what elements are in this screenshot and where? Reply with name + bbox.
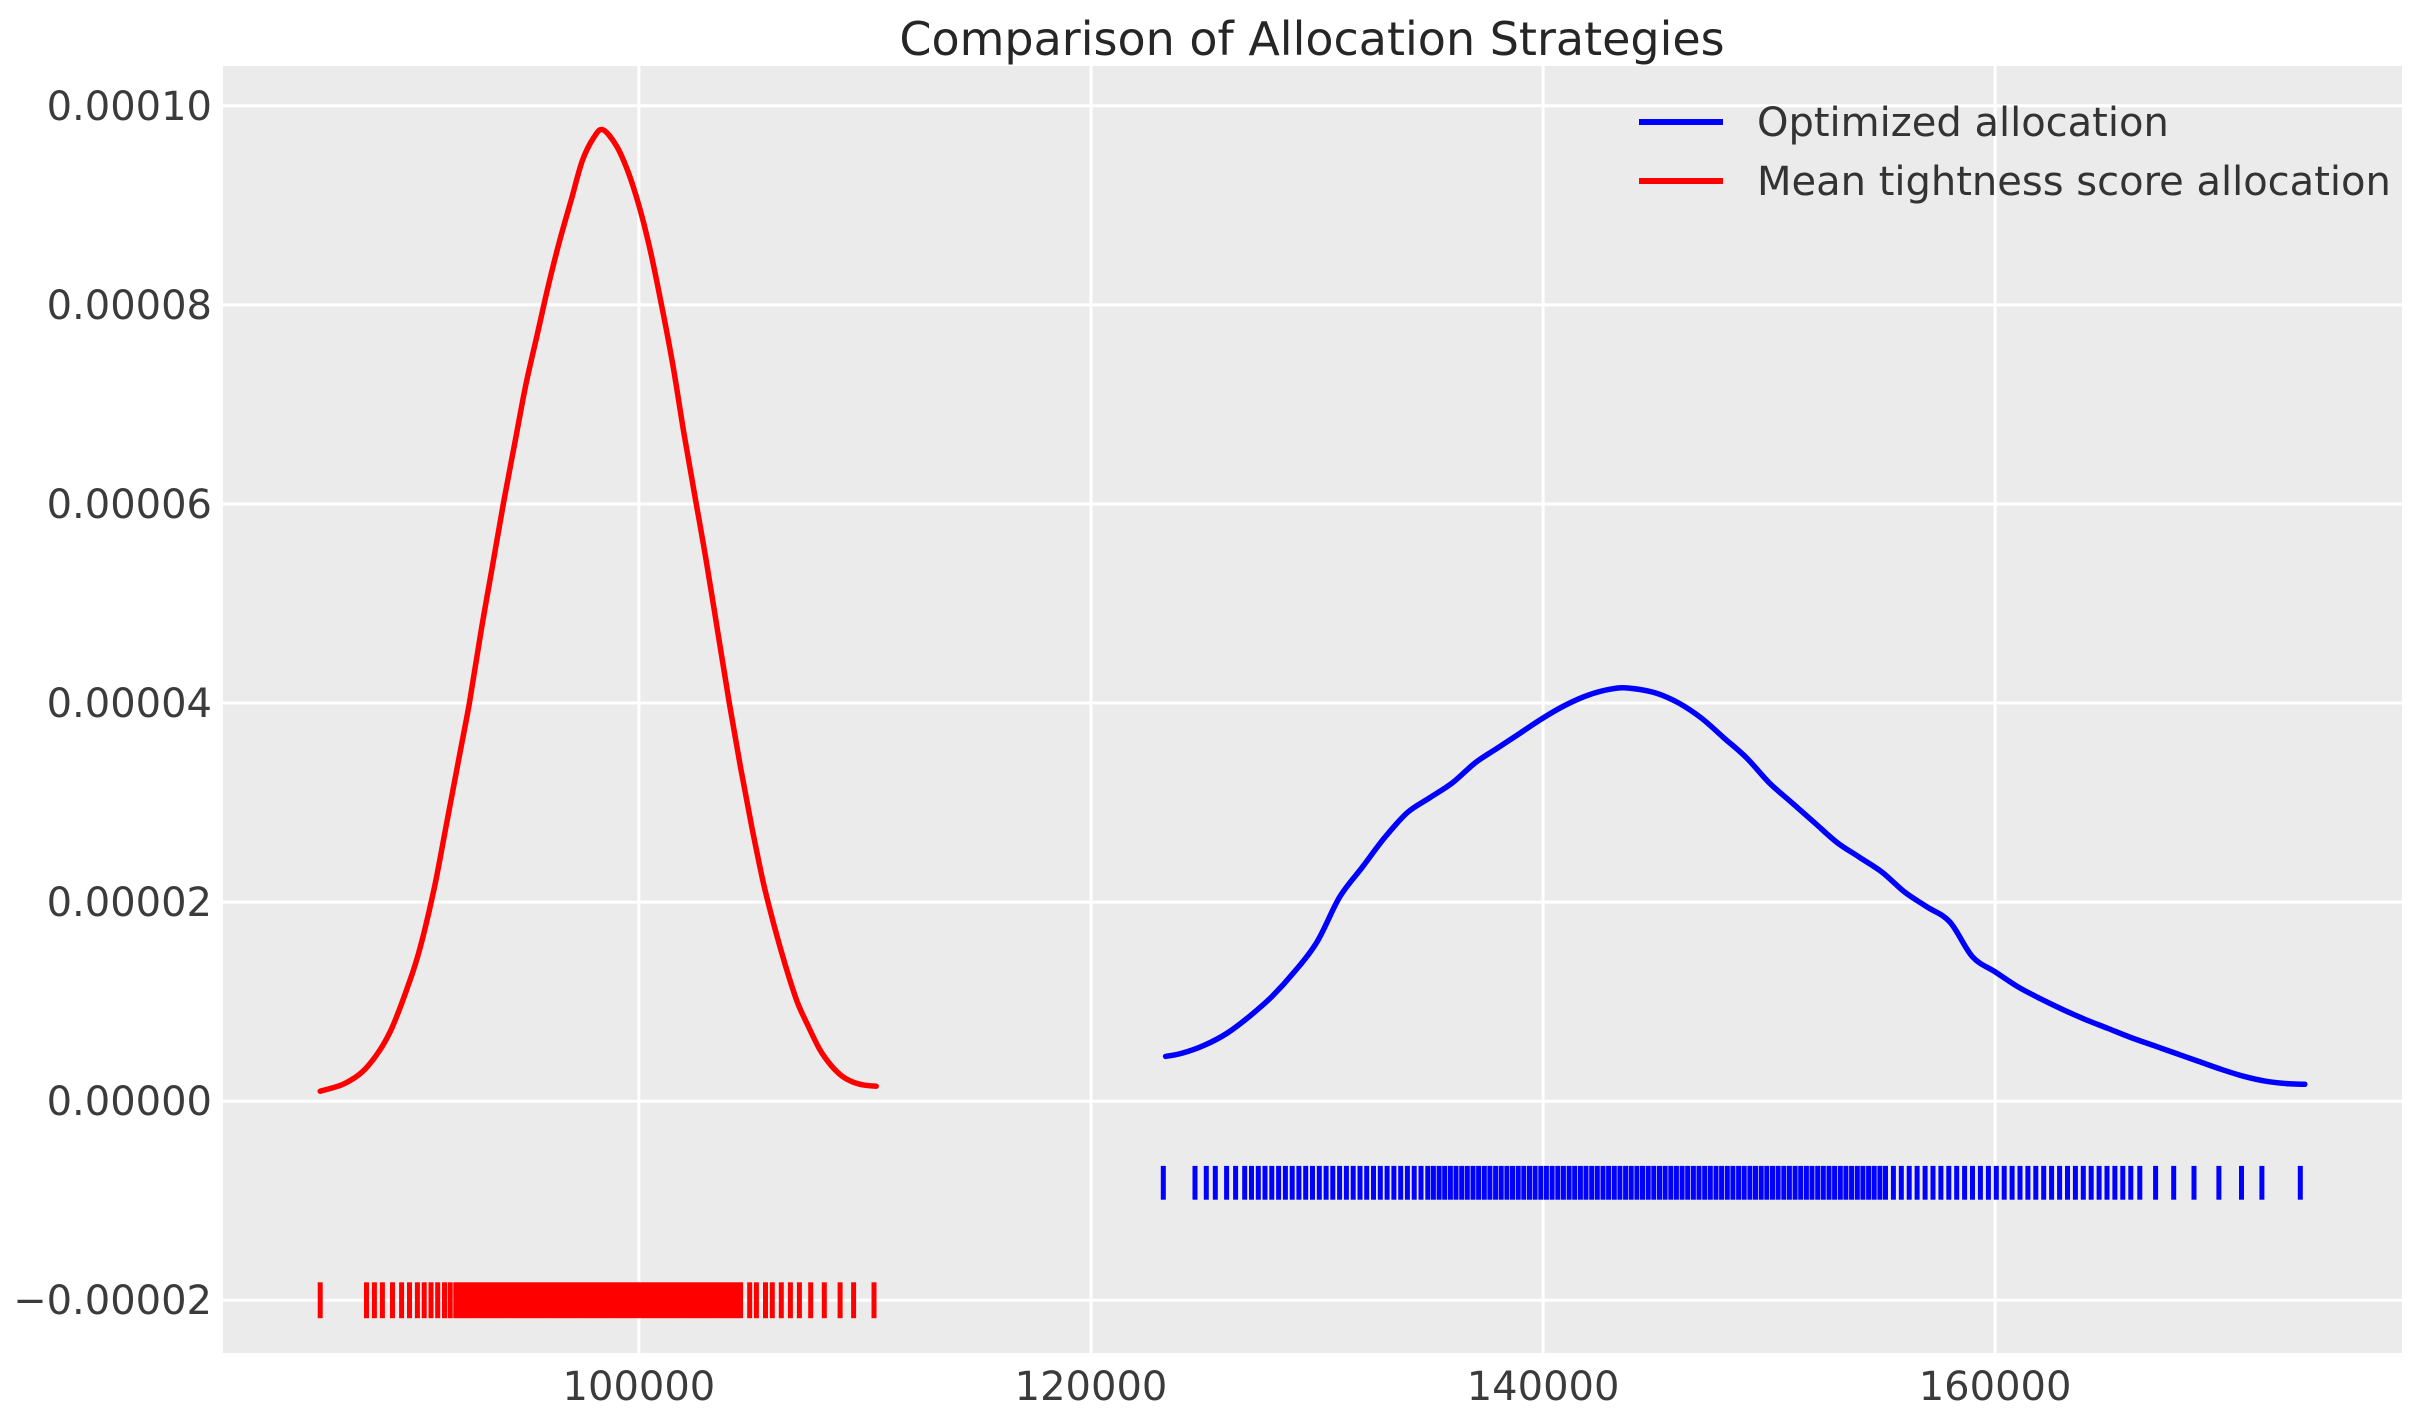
x-axis-tick-labels: 100000 120000 140000 160000 bbox=[563, 1364, 2072, 1410]
x-tick-label: 160000 bbox=[1919, 1364, 2072, 1410]
y-tick-label: 0.00010 bbox=[47, 84, 212, 130]
legend: Optimized allocation Mean tightness scor… bbox=[1639, 100, 2391, 205]
chart-title: Comparison of Allocation Strategies bbox=[899, 12, 1724, 66]
plot-background bbox=[223, 66, 2402, 1353]
y-tick-label: −0.00002 bbox=[13, 1278, 212, 1324]
y-tick-label: 0.00004 bbox=[47, 681, 212, 727]
y-tick-label: 0.00008 bbox=[47, 283, 212, 329]
legend-label-optimized: Optimized allocation bbox=[1757, 100, 2169, 146]
x-tick-label: 140000 bbox=[1467, 1364, 1620, 1410]
mean-tightness-score-allocation-kde-curve bbox=[317, 126, 879, 1094]
y-tick-label: 0.00006 bbox=[47, 482, 212, 528]
x-tick-label: 100000 bbox=[563, 1364, 716, 1410]
optimized-allocation-kde-curve bbox=[1162, 685, 2308, 1088]
legend-label-mean-tightness: Mean tightness score allocation bbox=[1757, 159, 2391, 205]
rug-marks bbox=[317, 1165, 2303, 1319]
y-axis-tick-labels: −0.00002 0.00000 0.00002 0.00004 0.00006 0.00… bbox=[13, 84, 212, 1324]
y-tick-label: 0.00002 bbox=[47, 880, 212, 926]
kde-curves bbox=[317, 126, 2308, 1094]
x-tick-label: 120000 bbox=[1015, 1364, 1168, 1410]
y-tick-label: 0.00000 bbox=[47, 1079, 212, 1125]
